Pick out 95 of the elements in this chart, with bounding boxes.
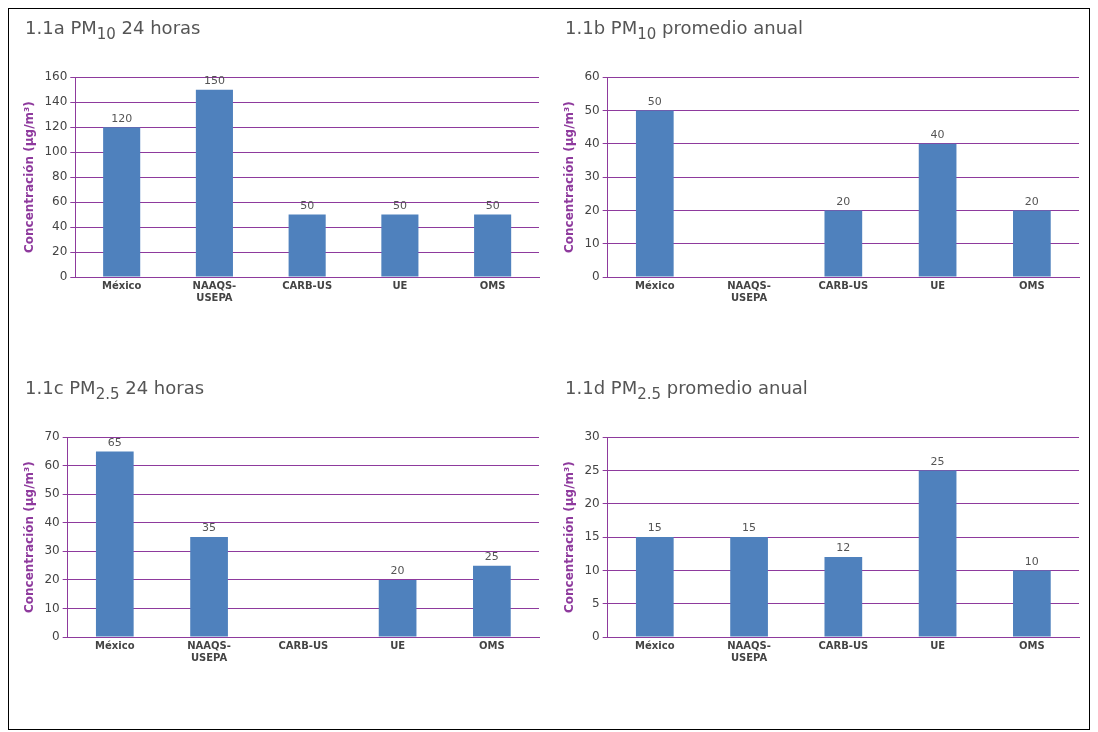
x-tick-label: CARB-US xyxy=(282,279,333,291)
y-tick-label: 0 xyxy=(59,269,68,284)
y-tick-label: 5 xyxy=(592,595,600,610)
data-label: 50 xyxy=(485,198,500,212)
bar xyxy=(381,214,419,277)
bar xyxy=(195,89,233,277)
bar xyxy=(473,565,511,637)
x-tick-label: México xyxy=(635,639,675,651)
bar xyxy=(378,579,417,637)
data-label: 25 xyxy=(484,550,499,563)
y-tick-label: 15 xyxy=(584,529,600,544)
data-label: 15 xyxy=(647,521,662,535)
y-tick-label: 20 xyxy=(584,202,600,217)
chart-title: 1.1d PM$_{2.5}$ promedio anual xyxy=(564,376,809,405)
y-tick-label: 70 xyxy=(44,429,60,444)
x-tick-label: México xyxy=(101,279,142,291)
x-tick-label: OMS xyxy=(1019,279,1045,291)
y-tick-label: 10 xyxy=(44,600,60,615)
data-label: 65 xyxy=(107,435,122,449)
x-tick-label: México xyxy=(635,279,675,291)
y-tick-label: 30 xyxy=(584,429,600,444)
data-label: 150 xyxy=(203,74,225,88)
x-tick-label: OMS xyxy=(479,639,505,651)
x-tick-label: UE xyxy=(930,279,946,291)
data-label: 40 xyxy=(930,128,945,142)
bar xyxy=(918,143,957,277)
x-tick-label: CARB-US xyxy=(818,639,869,651)
y-tick-label: 60 xyxy=(44,457,60,472)
bar xyxy=(474,214,512,277)
y-tick-label: 50 xyxy=(44,486,60,501)
data-label: 20 xyxy=(836,194,851,208)
y-tick-label: 40 xyxy=(584,135,600,150)
data-label: 20 xyxy=(390,564,405,578)
y-tick-label: 20 xyxy=(584,495,600,510)
x-tick-label: CARB-US xyxy=(818,279,869,291)
y-tick-label: 10 xyxy=(584,562,600,577)
bar xyxy=(635,110,674,277)
x-tick-label: UE xyxy=(930,639,946,651)
chart-title: 1.1b PM$_{10}$ promedio anual xyxy=(564,16,805,45)
y-axis-title: Concentración (µg/m³) xyxy=(22,101,37,254)
bar xyxy=(918,470,957,637)
data-label: 50 xyxy=(300,198,315,212)
data-label: 20 xyxy=(1024,194,1039,208)
bar xyxy=(1013,570,1051,637)
y-tick-label: 80 xyxy=(52,169,68,184)
x-tick-label: NAAQS-USEPA xyxy=(727,639,771,663)
x-tick-label: NAAQS-USEPA xyxy=(187,639,231,663)
x-tick-label: NAAQS-USEPA xyxy=(192,279,237,303)
y-tick-label: 60 xyxy=(52,194,68,209)
y-tick-label: 60 xyxy=(584,69,600,84)
chart-title: 1.1c PM$_{2.5}$ 24 horas xyxy=(24,376,206,405)
x-tick-label: UE xyxy=(392,279,408,291)
bar xyxy=(288,214,326,277)
data-label: 120 xyxy=(111,111,133,125)
y-tick-label: 25 xyxy=(584,462,600,477)
y-tick-label: 20 xyxy=(52,244,68,259)
x-tick-label: CARB-US xyxy=(278,639,329,651)
data-label: 35 xyxy=(202,521,217,535)
x-tick-label: UE xyxy=(390,639,406,651)
y-tick-label: 140 xyxy=(44,94,68,109)
y-tick-label: 120 xyxy=(44,119,68,134)
y-tick-label: 100 xyxy=(44,144,68,159)
bar xyxy=(824,557,863,637)
bar xyxy=(635,537,674,637)
bar xyxy=(103,127,141,277)
bar xyxy=(730,537,768,637)
bar xyxy=(1013,210,1051,277)
data-label: 50 xyxy=(392,198,407,212)
y-axis-title: Concentración (µg/m³) xyxy=(562,461,577,614)
data-label: 15 xyxy=(742,521,757,535)
y-axis-title: Concentración (µg/m³) xyxy=(562,101,577,254)
bar xyxy=(824,210,863,277)
y-tick-label: 30 xyxy=(584,169,600,184)
y-tick-label: 20 xyxy=(44,572,60,587)
data-label: 50 xyxy=(647,94,662,108)
y-tick-label: 0 xyxy=(52,629,60,644)
y-tick-label: 0 xyxy=(592,269,600,284)
y-axis-title: Concentración (µg/m³) xyxy=(22,461,37,614)
x-tick-label: OMS xyxy=(479,279,506,291)
y-tick-label: 10 xyxy=(584,235,600,250)
data-label: 25 xyxy=(930,454,945,468)
y-tick-label: 160 xyxy=(44,69,68,84)
bar xyxy=(190,537,228,637)
bar xyxy=(95,451,134,637)
chart-title: 1.1a PM$_{10}$ 24 horas xyxy=(24,16,202,45)
x-tick-label: OMS xyxy=(1019,639,1045,651)
data-label: 12 xyxy=(836,541,851,555)
y-tick-label: 0 xyxy=(592,629,600,644)
x-tick-label: NAAQS-USEPA xyxy=(727,279,771,303)
y-tick-label: 40 xyxy=(52,219,68,234)
x-tick-label: México xyxy=(95,639,135,651)
data-label: 10 xyxy=(1024,554,1039,568)
y-tick-label: 40 xyxy=(44,514,60,529)
y-tick-label: 50 xyxy=(584,102,600,117)
y-tick-label: 30 xyxy=(44,543,60,558)
